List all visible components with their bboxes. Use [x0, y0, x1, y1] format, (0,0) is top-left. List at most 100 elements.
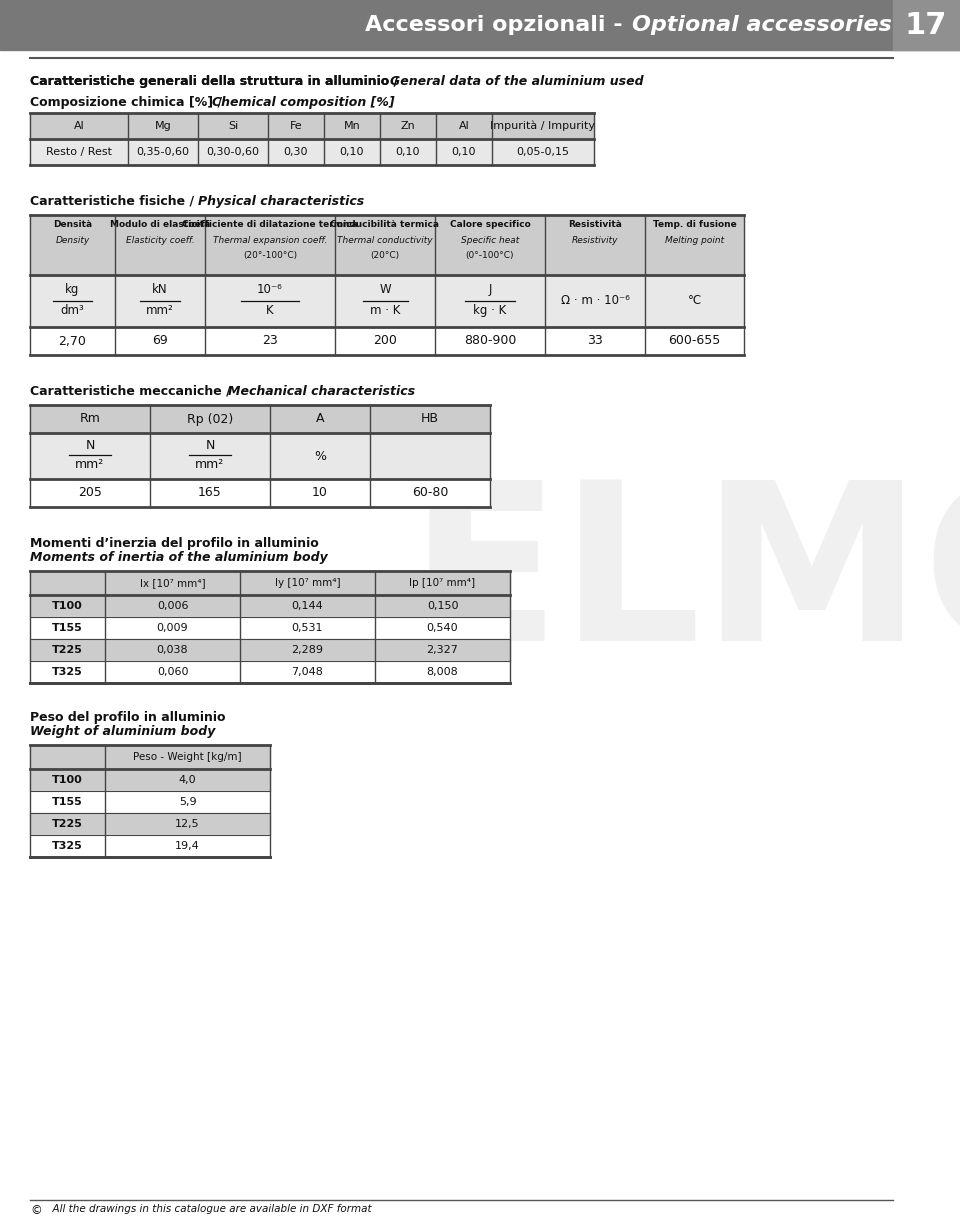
Text: Accessori opzionali -: Accessori opzionali -: [365, 15, 630, 36]
Text: T100: T100: [52, 775, 83, 785]
Text: mm²: mm²: [76, 458, 105, 470]
Text: 0,10: 0,10: [452, 147, 476, 157]
Text: Caratteristiche meccaniche /: Caratteristiche meccaniche /: [30, 385, 235, 398]
Text: Caratteristiche fisiche /: Caratteristiche fisiche /: [30, 195, 199, 208]
Text: W: W: [379, 283, 391, 296]
Bar: [30, 662, 510, 684]
Text: 0,540: 0,540: [426, 624, 458, 633]
Text: N: N: [85, 439, 95, 452]
Text: T225: T225: [52, 646, 83, 655]
Text: 17: 17: [905, 11, 948, 39]
Text: 10⁻⁶: 10⁻⁶: [257, 283, 283, 296]
Text: Thermal expansion coeff.: Thermal expansion coeff.: [213, 236, 327, 245]
Text: 200: 200: [373, 334, 396, 348]
Text: A: A: [316, 413, 324, 425]
Text: Peso - Weight [kg/m]: Peso - Weight [kg/m]: [133, 752, 242, 762]
Text: 0,35-0,60: 0,35-0,60: [136, 147, 189, 157]
Text: Resistivity: Resistivity: [572, 236, 618, 245]
Text: 4,0: 4,0: [179, 775, 196, 785]
Text: Iy [10⁷ mm⁴]: Iy [10⁷ mm⁴]: [275, 578, 340, 588]
Text: Elasticity coeff.: Elasticity coeff.: [126, 236, 194, 245]
Text: Mn: Mn: [344, 121, 360, 131]
Text: T155: T155: [52, 797, 83, 807]
Text: kg · K: kg · K: [473, 304, 507, 317]
Text: N: N: [205, 439, 215, 452]
Bar: [30, 595, 510, 617]
Bar: [30, 216, 744, 274]
Bar: [30, 138, 594, 165]
Text: General data of the aluminium used: General data of the aluminium used: [390, 75, 643, 88]
Text: 0,060: 0,060: [156, 666, 188, 677]
Text: 0,30: 0,30: [284, 147, 308, 157]
Text: Al: Al: [74, 121, 84, 131]
Text: Caratteristiche generali della struttura in alluminio / General data of the alum: Caratteristiche generali della struttura…: [30, 75, 659, 88]
Bar: [30, 571, 510, 595]
Text: (0°-100°C): (0°-100°C): [466, 251, 515, 260]
Text: m · K: m · K: [370, 304, 400, 317]
Bar: [30, 113, 594, 138]
Text: Resistività: Resistività: [568, 220, 622, 229]
Text: Caratteristiche generali della struttura in alluminio /: Caratteristiche generali della struttura…: [30, 75, 402, 88]
Text: Density: Density: [56, 236, 89, 245]
Text: 600-655: 600-655: [668, 334, 721, 348]
Text: 0,006: 0,006: [156, 601, 188, 611]
Text: 33: 33: [588, 334, 603, 348]
Text: 2,70: 2,70: [59, 334, 86, 348]
Text: %: %: [314, 450, 326, 463]
Text: Thermal conductivity: Thermal conductivity: [337, 236, 433, 245]
Text: J: J: [489, 283, 492, 296]
Bar: [30, 274, 744, 327]
Bar: [30, 835, 270, 857]
Bar: [893, 0, 960, 50]
Text: Coefficiente di dilatazione termica: Coefficiente di dilatazione termica: [182, 220, 358, 229]
Text: Resto / Rest: Resto / Rest: [46, 147, 112, 157]
Bar: [30, 617, 510, 639]
Text: Weight of aluminium body: Weight of aluminium body: [30, 725, 215, 737]
Text: Densità: Densità: [53, 220, 92, 229]
Text: Modulo di elasticità: Modulo di elasticità: [109, 220, 210, 229]
Text: 10: 10: [312, 486, 328, 500]
Text: Melting point: Melting point: [665, 236, 724, 245]
Text: Al: Al: [459, 121, 469, 131]
Text: Impurità / Impurity: Impurità / Impurity: [491, 121, 595, 131]
Text: Mg: Mg: [155, 121, 172, 131]
Text: (20°-100°C): (20°-100°C): [243, 251, 297, 260]
Text: Calore specifico: Calore specifico: [449, 220, 530, 229]
Text: 2,327: 2,327: [426, 646, 459, 655]
Text: Temp. di fusione: Temp. di fusione: [653, 220, 736, 229]
Text: 0,150: 0,150: [427, 601, 458, 611]
Text: 8,008: 8,008: [426, 666, 458, 677]
Text: Fe: Fe: [290, 121, 302, 131]
Text: 0,10: 0,10: [396, 147, 420, 157]
Bar: [30, 769, 270, 791]
Text: T225: T225: [52, 820, 83, 829]
Text: kN: kN: [153, 283, 168, 296]
Text: dm³: dm³: [60, 304, 84, 317]
Text: Specific heat: Specific heat: [461, 236, 519, 245]
Bar: [30, 639, 510, 662]
Text: 0,038: 0,038: [156, 646, 188, 655]
Text: 165: 165: [198, 486, 222, 500]
Text: Momenti d’inerzia del profilo in alluminio: Momenti d’inerzia del profilo in allumin…: [30, 537, 319, 550]
Text: Rm: Rm: [80, 413, 101, 425]
Text: HB: HB: [421, 413, 439, 425]
Bar: [30, 479, 490, 507]
Bar: [30, 405, 490, 432]
Text: Chemical composition [%]: Chemical composition [%]: [212, 96, 395, 109]
Text: Ω · m · 10⁻⁶: Ω · m · 10⁻⁶: [561, 294, 630, 307]
Text: Physical characteristics: Physical characteristics: [198, 195, 364, 208]
Text: 0,531: 0,531: [292, 624, 324, 633]
Text: Si: Si: [228, 121, 238, 131]
Text: 0,10: 0,10: [340, 147, 364, 157]
Text: Mechanical characteristics: Mechanical characteristics: [228, 385, 415, 398]
Text: 0,009: 0,009: [156, 624, 188, 633]
Bar: [30, 327, 744, 355]
Text: 7,048: 7,048: [292, 666, 324, 677]
Text: Ip [10⁷ mm⁴]: Ip [10⁷ mm⁴]: [409, 578, 475, 588]
Text: °C: °C: [687, 294, 702, 307]
Text: K: K: [266, 304, 274, 317]
Text: mm²: mm²: [146, 304, 174, 317]
Text: T325: T325: [52, 666, 83, 677]
Text: Rp (02): Rp (02): [187, 413, 233, 425]
Text: All the drawings in this catalogue are available in DXF format: All the drawings in this catalogue are a…: [46, 1204, 372, 1214]
